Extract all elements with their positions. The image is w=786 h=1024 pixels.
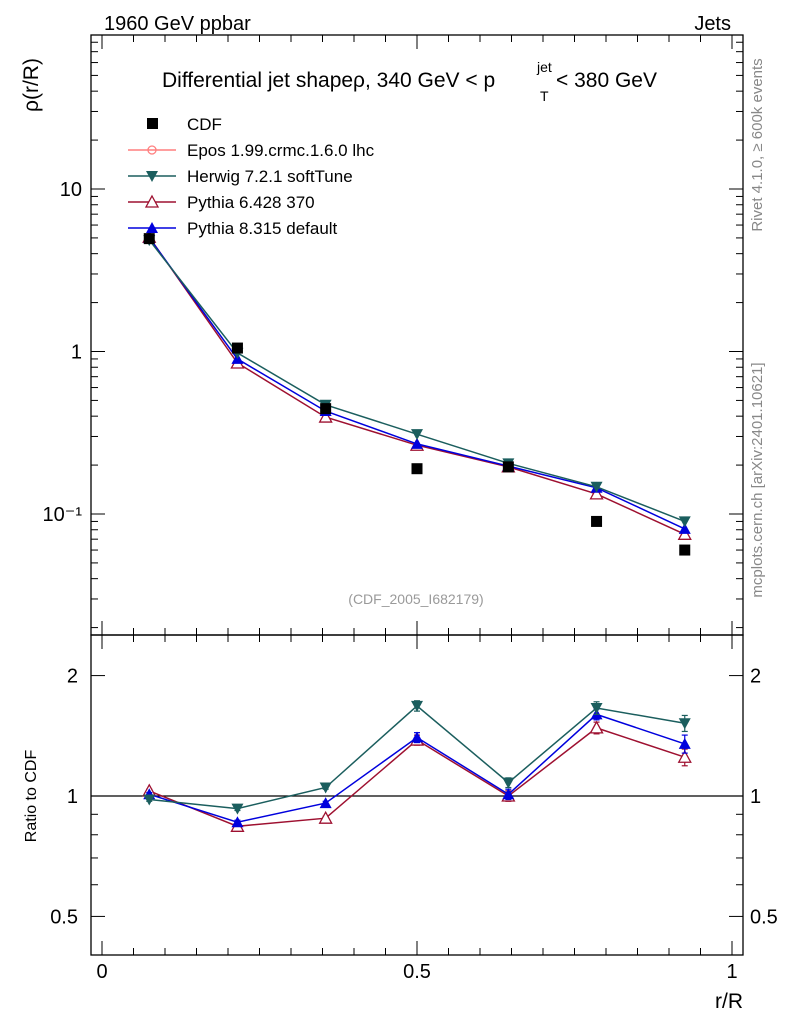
ratio-series-group xyxy=(142,700,692,832)
cdf-data-point xyxy=(411,463,423,475)
legend-pythia6-label: Pythia 6.428 370 xyxy=(187,193,315,212)
main-series-point xyxy=(589,486,604,500)
x-tick-labels: 0 0.5 1 xyxy=(96,961,737,983)
ratio-y-tick-label-right: 1 xyxy=(750,786,761,808)
legend-cdf-label: CDF xyxy=(187,115,222,134)
cdf-data-point xyxy=(320,403,332,415)
x-tick-label: 1 xyxy=(726,961,737,983)
cdf-data-point xyxy=(502,461,514,473)
legend: CDF Epos 1.99.crmc.1.6.0 lhc Herwig 7.2.… xyxy=(128,115,375,238)
ratio-series-point xyxy=(231,816,244,828)
legend-pythia8-label: Pythia 8.315 default xyxy=(187,219,338,238)
main-series-point xyxy=(678,522,691,534)
ratio-series-point xyxy=(590,702,603,714)
ratio-y-axis-label: Ratio to CDF xyxy=(23,750,40,843)
legend-epos-marker xyxy=(147,145,157,155)
ratio-series-point xyxy=(678,737,691,749)
main-y-tick-label: 1 xyxy=(71,342,82,364)
main-series-point xyxy=(678,516,691,528)
ratio-series-point xyxy=(318,810,333,824)
chart-title-sup: jet xyxy=(536,59,552,75)
ratio-series-point xyxy=(502,777,515,789)
main-y-tick-labels: 10 1 10⁻¹ xyxy=(43,179,83,526)
cdf-data-point xyxy=(143,233,155,245)
main-series-point xyxy=(590,481,603,493)
ratio-series-point xyxy=(231,803,244,815)
cdf-data-point xyxy=(679,544,691,556)
ratio-series-line xyxy=(149,704,685,810)
main-series-point xyxy=(411,429,423,441)
ratio-y-tick-labels: 2 2 1 1 0.5 0.5 xyxy=(50,666,778,929)
chart-title-tail: < 380 GeV xyxy=(556,69,657,92)
main-tick-marks xyxy=(91,35,743,635)
legend-epos-label: Epos 1.99.crmc.1.6.0 lhc xyxy=(187,141,375,160)
ratio-y-tick-label-left: 2 xyxy=(67,666,78,688)
ratio-y-tick-label-left: 1 xyxy=(67,786,78,808)
ratio-series-point xyxy=(319,797,332,809)
analysis-watermark: (CDF_2005_I682179) xyxy=(348,591,483,607)
main-series-point xyxy=(318,409,333,423)
legend-herwig-label: Herwig 7.2.1 softTune xyxy=(187,167,353,186)
ratio-y-tick-label-left: 0.5 xyxy=(50,906,78,928)
ratio-series-point xyxy=(589,720,604,734)
legend-cdf-marker xyxy=(147,118,158,129)
chart-title-sub: T xyxy=(540,88,549,104)
cdf-data-point xyxy=(591,515,603,527)
legend-pythia8-marker xyxy=(146,222,158,233)
header-category: Jets xyxy=(694,13,731,35)
main-series-group xyxy=(142,229,692,556)
x-tick-label: 0 xyxy=(96,961,107,983)
main-y-tick-label: 10 xyxy=(60,179,82,201)
ratio-series-point xyxy=(502,788,515,800)
ratio-series-point xyxy=(319,782,332,794)
ratio-y-tick-label-right: 2 xyxy=(750,666,761,688)
ratio-y-tick-label-right: 0.5 xyxy=(750,906,778,928)
header-energy: 1960 GeV ppbar xyxy=(104,13,251,35)
main-panel: 10 1 10⁻¹ ρ(r/R) Differential jet shapeρ, … xyxy=(20,34,744,636)
ratio-series-point xyxy=(411,700,423,712)
ratio-series-point xyxy=(143,794,156,806)
ratio-plot-frame xyxy=(90,634,744,956)
legend-pythia6-marker xyxy=(144,194,160,208)
main-series-line xyxy=(148,237,686,530)
chart-title: Differential jet shapeρ, 340 GeV < p xyxy=(162,69,495,92)
cdf-data-point xyxy=(231,342,243,354)
ratio-series-point xyxy=(411,731,423,743)
ratio-panel: 2 21 10.5 0.5 0 0.5 1 Ratio to CDF r/R xyxy=(23,634,778,1013)
mcplots-label: mcplots.cern.ch [arXiv:2401.10621] xyxy=(749,362,766,597)
rivet-label: Rivet 4.1.0, ≥ 600k events xyxy=(749,58,766,231)
main-series-point xyxy=(411,437,423,449)
main-y-axis-label: ρ(r/R) xyxy=(20,58,43,112)
chart-title-main: Differential jet shapeρ, 340 GeV < p xyxy=(162,69,495,92)
main-series-line xyxy=(148,239,686,523)
legend-herwig-marker xyxy=(146,171,158,182)
ratio-series-point xyxy=(678,718,691,730)
ratio-series-point xyxy=(677,749,692,763)
x-tick-label: 0.5 xyxy=(403,961,431,983)
ratio-tick-marks xyxy=(91,635,743,955)
main-y-tick-label: 10⁻¹ xyxy=(43,504,83,526)
x-axis-label: r/R xyxy=(715,990,743,1013)
